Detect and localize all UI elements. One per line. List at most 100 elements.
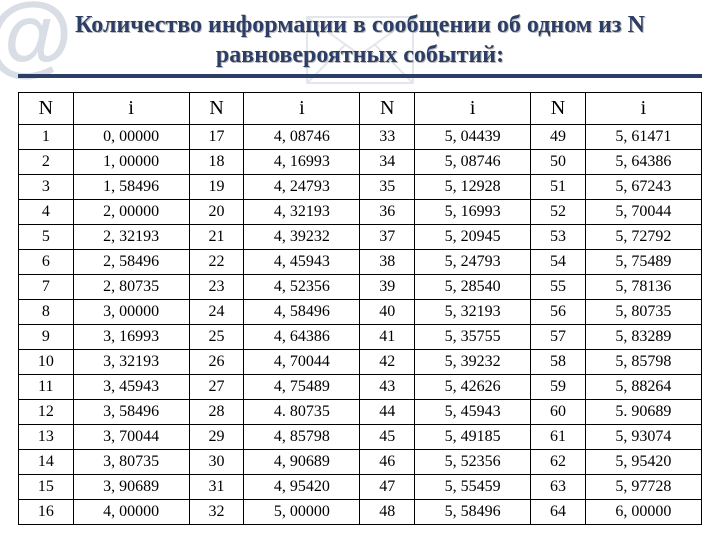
cell-N: 37	[360, 225, 415, 250]
table-row: 143, 80735304, 90689465, 52356625, 95420	[19, 450, 702, 475]
table-header-row: NiNiNiNi	[19, 93, 702, 125]
cell-i: 5, 20945	[415, 225, 531, 250]
cell-N: 47	[360, 475, 415, 500]
cell-i: 5, 83289	[585, 325, 701, 350]
table-row: 93, 16993254, 64386415, 35755575, 83289	[19, 325, 702, 350]
table-row: 31, 58496194, 24793355, 12928515, 67243	[19, 175, 702, 200]
cell-N: 43	[360, 375, 415, 400]
cell-N: 25	[189, 325, 244, 350]
cell-N: 21	[189, 225, 244, 250]
cell-N: 29	[189, 425, 244, 450]
cell-N: 13	[19, 425, 74, 450]
cell-N: 18	[189, 150, 244, 175]
cell-i: 5, 08746	[415, 150, 531, 175]
cell-i: 0, 00000	[73, 125, 189, 150]
cell-N: 7	[19, 275, 74, 300]
cell-i: 4, 08746	[244, 125, 360, 150]
cell-i: 5, 58496	[415, 500, 531, 525]
cell-N: 61	[531, 425, 586, 450]
table-row: 72, 80735234, 52356395, 28540555, 78136	[19, 275, 702, 300]
cell-N: 32	[189, 500, 244, 525]
cell-i: 5, 24793	[415, 250, 531, 275]
cell-N: 6	[19, 250, 74, 275]
cell-N: 60	[531, 400, 586, 425]
cell-i: 1, 58496	[73, 175, 189, 200]
cell-N: 40	[360, 300, 415, 325]
cell-N: 44	[360, 400, 415, 425]
cell-N: 55	[531, 275, 586, 300]
cell-i: 4, 75489	[244, 375, 360, 400]
cell-N: 52	[531, 200, 586, 225]
cell-i: 4, 39232	[244, 225, 360, 250]
col-header-i: i	[73, 93, 189, 125]
cell-N: 15	[19, 475, 74, 500]
cell-N: 11	[19, 375, 74, 400]
col-header-i: i	[244, 93, 360, 125]
cell-i: 5, 00000	[244, 500, 360, 525]
table-row: 123, 58496284. 80735445, 45943605. 90689	[19, 400, 702, 425]
cell-i: 3, 00000	[73, 300, 189, 325]
cell-i: 5, 85798	[585, 350, 701, 375]
cell-N: 35	[360, 175, 415, 200]
cell-N: 31	[189, 475, 244, 500]
cell-i: 5, 70044	[585, 200, 701, 225]
cell-N: 23	[189, 275, 244, 300]
cell-i: 5, 64386	[585, 150, 701, 175]
cell-i: 4, 95420	[244, 475, 360, 500]
cell-i: 5, 42626	[415, 375, 531, 400]
cell-i: 5, 55459	[415, 475, 531, 500]
table-row: 164, 00000325, 00000485, 58496646, 00000	[19, 500, 702, 525]
col-header-i: i	[585, 93, 701, 125]
cell-N: 27	[189, 375, 244, 400]
cell-N: 46	[360, 450, 415, 475]
cell-N: 49	[531, 125, 586, 150]
page-title: Количество информации в сообщении об одн…	[0, 0, 720, 74]
table-row: 21, 00000184, 16993345, 08746505, 64386	[19, 150, 702, 175]
info-table-wrap: NiNiNiNi 10, 00000174, 08746335, 0443949…	[0, 78, 720, 525]
cell-i: 2, 32193	[73, 225, 189, 250]
cell-N: 41	[360, 325, 415, 350]
cell-N: 28	[189, 400, 244, 425]
table-row: 52, 32193214, 39232375, 20945535, 72792	[19, 225, 702, 250]
table-row: 153, 90689314, 95420475, 55459635, 97728	[19, 475, 702, 500]
cell-i: 4, 52356	[244, 275, 360, 300]
table-row: 10, 00000174, 08746335, 04439495, 61471	[19, 125, 702, 150]
cell-N: 22	[189, 250, 244, 275]
cell-N: 24	[189, 300, 244, 325]
cell-i: 5, 45943	[415, 400, 531, 425]
table-row: 133, 70044294, 85798455, 49185615, 93074	[19, 425, 702, 450]
cell-i: 5, 04439	[415, 125, 531, 150]
table-row: 62, 58496224, 45943385, 24793545, 75489	[19, 250, 702, 275]
cell-N: 10	[19, 350, 74, 375]
page: @ Количество информации в сообщении об о…	[0, 0, 720, 540]
cell-i: 3, 16993	[73, 325, 189, 350]
cell-N: 54	[531, 250, 586, 275]
cell-N: 63	[531, 475, 586, 500]
cell-N: 34	[360, 150, 415, 175]
cell-N: 19	[189, 175, 244, 200]
cell-i: 4, 45943	[244, 250, 360, 275]
cell-N: 1	[19, 125, 74, 150]
cell-i: 4, 64386	[244, 325, 360, 350]
table-row: 42, 00000204, 32193365, 16993525, 70044	[19, 200, 702, 225]
cell-i: 5, 95420	[585, 450, 701, 475]
cell-N: 33	[360, 125, 415, 150]
cell-N: 57	[531, 325, 586, 350]
cell-N: 45	[360, 425, 415, 450]
cell-N: 62	[531, 450, 586, 475]
cell-N: 3	[19, 175, 74, 200]
cell-i: 5, 12928	[415, 175, 531, 200]
cell-N: 9	[19, 325, 74, 350]
cell-i: 3, 70044	[73, 425, 189, 450]
cell-i: 4, 16993	[244, 150, 360, 175]
cell-N: 26	[189, 350, 244, 375]
cell-N: 20	[189, 200, 244, 225]
cell-i: 5, 75489	[585, 250, 701, 275]
cell-N: 36	[360, 200, 415, 225]
cell-N: 59	[531, 375, 586, 400]
cell-i: 5, 80735	[585, 300, 701, 325]
cell-N: 56	[531, 300, 586, 325]
cell-i: 4, 24793	[244, 175, 360, 200]
cell-i: 3, 90689	[73, 475, 189, 500]
cell-N: 51	[531, 175, 586, 200]
